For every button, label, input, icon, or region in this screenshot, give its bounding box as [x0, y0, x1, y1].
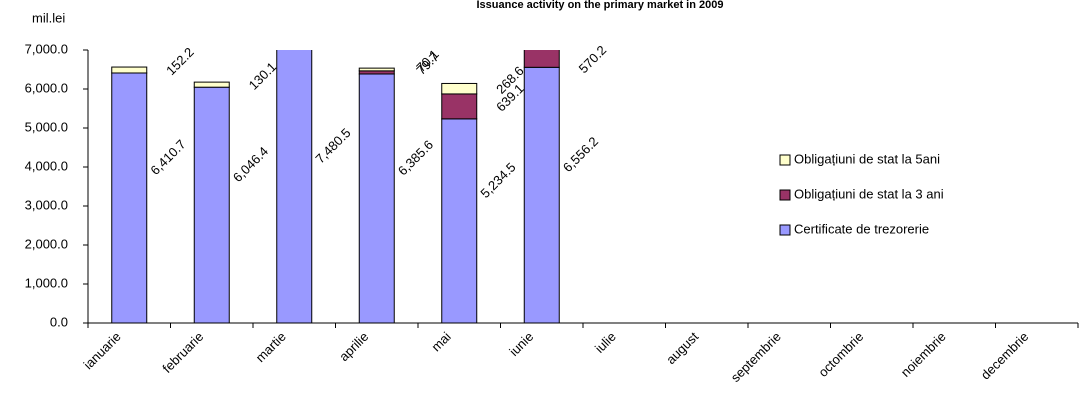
- plot-area: [111, 50, 560, 324]
- bar-segment: [523, 50, 560, 68]
- bar-segment: [523, 66, 560, 324]
- y-tick-label: 6,000.0: [25, 80, 68, 95]
- x-tick-label: octombrie: [815, 329, 866, 380]
- data-label: 5,234.5: [477, 160, 518, 201]
- legend-label: Certificate de trezorerie: [794, 221, 929, 236]
- bar-segment: [358, 67, 395, 72]
- x-tick-label: noiembrie: [898, 329, 949, 380]
- y-tick-label: 2,000.0: [25, 236, 68, 251]
- bar-segment: [358, 73, 395, 324]
- x-tick-label: iunie: [506, 329, 536, 359]
- bar-segment: [193, 81, 230, 88]
- legend-swatch: [779, 189, 791, 201]
- data-label: 570.2: [576, 42, 610, 76]
- x-tick-label: aprilie: [336, 329, 371, 364]
- chart-title: Issuance activity on the primary market …: [476, 0, 723, 11]
- x-tick-label: martie: [253, 329, 289, 365]
- data-label: 6,046.4: [230, 144, 271, 185]
- bar-segment: [441, 118, 478, 324]
- data-label: 152.2: [163, 44, 197, 78]
- x-tick-label: decembrie: [978, 329, 1032, 383]
- y-tick-label: 4,000.0: [25, 158, 68, 173]
- y-tick-label: 1,000.0: [25, 275, 68, 290]
- data-label: 6,385.6: [395, 137, 436, 178]
- legend-label: Obligațiuni de stat la 5ani: [794, 151, 940, 166]
- bar-segment: [441, 82, 478, 95]
- bar-segment: [111, 72, 148, 324]
- bar-segment: [111, 66, 148, 74]
- y-axis-label: mil.lei: [32, 10, 65, 25]
- y-tick-label: 5,000.0: [25, 119, 68, 134]
- y-tick-label: 7,000.0: [25, 41, 68, 56]
- data-label: 7,480.5: [312, 125, 353, 166]
- bar-segment: [276, 50, 313, 324]
- data-label: 6,556.2: [560, 134, 601, 175]
- x-tick-label: februarie: [159, 329, 206, 376]
- data-label: 6,410.7: [147, 137, 188, 178]
- legend-label: Obligațiuni de stat la 3 ani: [794, 186, 944, 201]
- x-tick-label: septembrie: [728, 329, 784, 385]
- legend-swatch: [779, 224, 791, 236]
- x-tick-label: iulie: [592, 329, 619, 356]
- data-label: 130.1: [246, 59, 280, 93]
- legend-swatch: [779, 154, 791, 166]
- y-tick-label: 0.0: [50, 314, 68, 329]
- y-tick-label: 3,000.0: [25, 197, 68, 212]
- x-tick-label: mai: [428, 329, 453, 354]
- bar-segment: [193, 86, 230, 324]
- x-tick-label: august: [663, 329, 701, 367]
- x-tick-label: ianuarie: [80, 329, 123, 372]
- bar-segment: [441, 93, 478, 120]
